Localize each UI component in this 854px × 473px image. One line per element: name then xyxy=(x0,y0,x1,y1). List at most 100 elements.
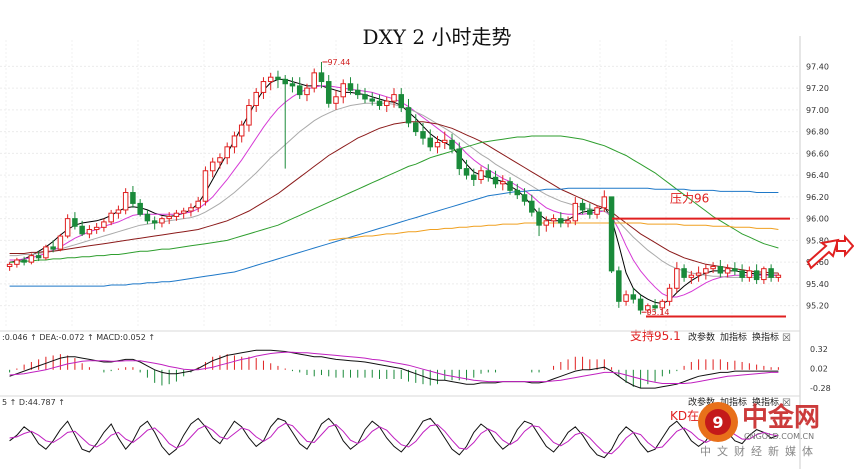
candle-body xyxy=(304,87,310,96)
moving-average-line xyxy=(9,187,779,287)
price-tick-label: 95.80 xyxy=(806,236,829,245)
candle-body xyxy=(550,218,557,222)
chart-title: DXY 2 小时走势 xyxy=(363,25,512,49)
kd-lines xyxy=(9,417,779,459)
candle-body xyxy=(209,161,216,172)
candle-body xyxy=(151,220,158,224)
candle-body xyxy=(710,266,716,270)
macd-tick-label: 0.32 xyxy=(810,345,828,354)
candle-body xyxy=(180,210,187,214)
candle-body xyxy=(405,107,412,124)
candlestick-series xyxy=(6,61,782,315)
candle-body xyxy=(296,85,303,96)
candle-body xyxy=(43,246,49,259)
candle-body xyxy=(260,81,267,93)
candle-body xyxy=(775,274,782,278)
candle-body xyxy=(536,211,542,226)
resistance-label: 压力96 xyxy=(670,192,709,206)
candle-body xyxy=(391,94,397,102)
candle-body xyxy=(289,83,296,87)
candle-body xyxy=(703,268,709,274)
kd-d-line xyxy=(9,422,779,455)
candle-body xyxy=(623,294,629,302)
macd-close-icon[interactable]: ☒ xyxy=(782,333,791,344)
candle-body xyxy=(101,221,107,228)
candle-body xyxy=(637,298,644,311)
candle-body xyxy=(485,170,492,178)
candle-body xyxy=(645,305,651,311)
candle-body xyxy=(354,89,361,96)
candle-body xyxy=(427,137,434,148)
candle-body xyxy=(79,225,85,235)
candle-body xyxy=(666,287,673,302)
kd-close-icon[interactable]: ☒ xyxy=(782,398,791,409)
candle-body xyxy=(50,246,56,250)
trend-arrow-icon xyxy=(806,238,840,270)
candle-body xyxy=(130,192,136,204)
candle-body xyxy=(753,270,760,281)
kd-k-line xyxy=(9,417,779,459)
candle-body xyxy=(340,83,346,98)
candle-body xyxy=(579,202,586,211)
kd-switch-indicator-button[interactable]: 换指标 xyxy=(752,396,779,408)
candle-body xyxy=(275,76,281,80)
candle-body xyxy=(144,213,151,222)
candle-body xyxy=(652,305,658,309)
candle-body xyxy=(572,202,579,222)
macd-axis-ticks: 0.32 0.02 -0.28 xyxy=(810,345,831,393)
candle-body xyxy=(57,235,64,250)
candle-body xyxy=(195,200,201,209)
candle-body xyxy=(471,174,477,180)
candle-body xyxy=(761,268,767,281)
candle-body xyxy=(246,104,252,126)
candle-body xyxy=(739,270,745,278)
candle-body xyxy=(238,124,245,137)
macd-dea-line xyxy=(9,351,779,384)
price-tick-label: 97.40 xyxy=(806,62,829,71)
candle-body xyxy=(72,218,78,227)
candle-body xyxy=(601,196,608,209)
candle-body xyxy=(500,181,506,185)
candle-body xyxy=(608,196,615,272)
macd-lines xyxy=(9,349,779,389)
price-tick-label: 96.40 xyxy=(806,171,829,180)
candle-body xyxy=(449,139,455,150)
candle-body xyxy=(587,209,593,215)
macd-add-indicator-button[interactable]: 加指标 xyxy=(720,331,747,343)
candle-body xyxy=(93,226,100,231)
candle-body xyxy=(173,212,180,217)
price-tick-label: 96.80 xyxy=(806,128,829,137)
macd-tick-label: -0.28 xyxy=(810,384,831,393)
candle-body xyxy=(6,263,13,268)
candle-body xyxy=(376,100,383,106)
candle-body xyxy=(202,170,209,202)
candle-body xyxy=(674,268,680,289)
candle-body xyxy=(137,202,143,215)
candle-body xyxy=(369,98,375,102)
candle-body xyxy=(347,83,354,91)
macd-switch-indicator-button[interactable]: 换指标 xyxy=(752,331,779,343)
support-label: 支持95.1 xyxy=(630,328,681,343)
moving-average-line xyxy=(9,121,779,274)
candle-body xyxy=(122,192,129,211)
candle-body xyxy=(659,300,666,309)
macd-tick-label: 0.02 xyxy=(810,365,828,374)
watermark-domain: CNGOLD.COM.CN xyxy=(744,432,814,441)
high-price-label: 97.44 xyxy=(327,58,350,67)
macd-header: :0.046 ↑ DEA:-0.072 ↑ MACD:0.052 ↑ xyxy=(2,333,155,342)
price-tick-label: 95.20 xyxy=(806,302,829,311)
price-tick-label: 97.00 xyxy=(806,106,829,115)
candle-body xyxy=(492,176,499,185)
candle-body xyxy=(463,168,470,176)
candle-body xyxy=(594,207,600,215)
macd-change-params-button[interactable]: 改参数 xyxy=(688,331,715,343)
candle-body xyxy=(224,146,230,159)
candle-body xyxy=(616,270,622,302)
candle-body xyxy=(398,94,405,109)
price-grid xyxy=(0,36,801,469)
candle-body xyxy=(514,189,521,196)
candle-body xyxy=(318,72,325,83)
candle-body xyxy=(521,194,528,202)
candle-body xyxy=(746,270,753,278)
